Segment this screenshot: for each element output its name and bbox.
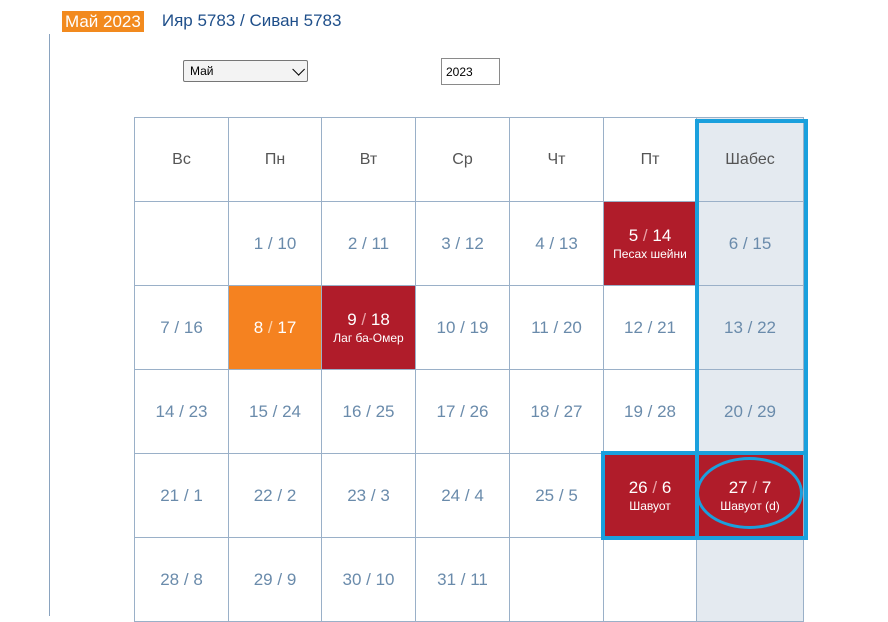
holiday-label: Шавуот bbox=[629, 499, 671, 513]
day-number: 23 / 3 bbox=[347, 485, 390, 505]
weekday-header: Ср bbox=[415, 117, 510, 202]
day-number: 14 / 23 bbox=[155, 401, 208, 421]
day-cell[interactable]: 9 / 18 Лаг ба-Омер bbox=[321, 285, 416, 370]
day-number: 15 / 24 bbox=[248, 401, 301, 421]
day-number: 8 / 17 bbox=[253, 317, 297, 337]
day-cell[interactable]: 14 / 23 bbox=[134, 369, 229, 454]
day-cell[interactable]: 6 / 15 bbox=[696, 201, 804, 286]
day-number: 29 / 9 bbox=[253, 569, 297, 589]
day-number: 7 / 16 bbox=[160, 317, 203, 337]
day-cell[interactable]: 29 / 9 bbox=[228, 537, 322, 622]
weekday-header: Вс bbox=[134, 117, 229, 202]
month-select-value: Май bbox=[190, 64, 214, 78]
gregorian-month-title: Май 2023 bbox=[62, 10, 144, 32]
day-number: 12 / 21 bbox=[623, 317, 676, 337]
empty-cell bbox=[509, 537, 604, 622]
day-number: 26 / 6 bbox=[628, 478, 672, 497]
chevron-down-icon bbox=[292, 62, 305, 76]
day-number: 28 / 8 bbox=[160, 569, 203, 589]
day-cell[interactable]: 18 / 27 bbox=[509, 369, 604, 454]
month-select[interactable]: Май bbox=[183, 60, 308, 82]
day-number: 22 / 2 bbox=[253, 485, 297, 505]
day-number: 27 / 7 bbox=[728, 478, 772, 497]
day-number: 21 / 1 bbox=[160, 485, 203, 505]
day-number: 20 / 29 bbox=[723, 401, 776, 421]
day-number: 19 / 28 bbox=[623, 401, 676, 421]
day-cell[interactable]: 25 / 5 bbox=[509, 453, 604, 538]
week-row: 21 / 1 22 / 2 23 / 3 24 / 4 25 / 5 26 / 6 Шаву… bbox=[134, 453, 804, 538]
year-input-value: 2023 bbox=[446, 64, 473, 79]
weekday-header: Пт bbox=[603, 117, 697, 202]
holiday-label: Лаг ба-Омер bbox=[333, 331, 404, 345]
day-cell[interactable]: 17 / 26 bbox=[415, 369, 510, 454]
day-number: 30 / 10 bbox=[342, 569, 395, 589]
day-number: 13 / 22 bbox=[723, 317, 776, 337]
day-cell[interactable]: 4 / 13 bbox=[509, 201, 604, 286]
calendar-header: Май 2023 Ияр 5783 / Сиван 5783 bbox=[62, 10, 341, 32]
day-cell[interactable]: 2 / 11 bbox=[321, 201, 416, 286]
day-number: 31 / 11 bbox=[437, 569, 488, 589]
day-number: 11 / 20 bbox=[531, 317, 582, 337]
weekday-header: Шабес bbox=[696, 117, 804, 202]
week-row: 7 / 16 8 / 17 9 / 18 Лаг ба-Омер 10 / 19 11 /… bbox=[134, 285, 804, 370]
day-cell[interactable]: 31 / 11 bbox=[415, 537, 510, 622]
holiday-label: Шавуот (d) bbox=[720, 499, 780, 513]
week-row: 14 / 23 15 / 24 16 / 25 17 / 26 18 / 27 19 / … bbox=[134, 369, 804, 454]
day-cell[interactable]: 23 / 3 bbox=[321, 453, 416, 538]
day-number: 3 / 12 bbox=[441, 233, 484, 253]
day-cell[interactable]: 15 / 24 bbox=[228, 369, 322, 454]
holiday-label: Песах шейни bbox=[613, 247, 687, 261]
day-cell[interactable]: 7 / 16 bbox=[134, 285, 229, 370]
day-cell[interactable]: 5 / 14 Песах шейни bbox=[603, 201, 697, 286]
day-cell[interactable]: 13 / 22 bbox=[696, 285, 804, 370]
day-cell[interactable]: 22 / 2 bbox=[228, 453, 322, 538]
empty-cell bbox=[696, 537, 804, 622]
day-number: 24 / 4 bbox=[441, 485, 484, 505]
weekday-header: Чт bbox=[509, 117, 604, 202]
hebrew-month-title: Ияр 5783 / Сиван 5783 bbox=[161, 11, 342, 30]
day-cell[interactable]: 27 / 7 Шавуот (d) bbox=[696, 453, 804, 538]
day-cell[interactable]: 26 / 6 Шавуот bbox=[603, 453, 697, 538]
day-number: 2 / 11 bbox=[347, 233, 390, 253]
empty-cell bbox=[603, 537, 697, 622]
empty-cell bbox=[134, 201, 229, 286]
day-cell[interactable]: 3 / 12 bbox=[415, 201, 510, 286]
day-number: 25 / 5 bbox=[535, 485, 578, 505]
day-cell[interactable]: 20 / 29 bbox=[696, 369, 804, 454]
day-number: 6 / 15 bbox=[728, 233, 772, 253]
calendar-grid: Вс Пн Вт Ср Чт Пт Шабес 1 / 10 2 / 11 3 / 12 4 / 1… bbox=[134, 117, 804, 622]
day-number: 10 / 19 bbox=[436, 317, 489, 337]
weekday-header-row: Вс Пн Вт Ср Чт Пт Шабес bbox=[134, 117, 804, 202]
year-input[interactable]: 2023 bbox=[441, 58, 500, 85]
week-row: 28 / 8 29 / 9 30 / 10 31 / 11 bbox=[134, 537, 804, 622]
day-number: 9 / 18 bbox=[347, 310, 390, 329]
day-number: 16 / 25 bbox=[342, 401, 395, 421]
day-cell[interactable]: 10 / 19 bbox=[415, 285, 510, 370]
day-number: 4 / 13 bbox=[535, 233, 578, 253]
day-number: 17 / 26 bbox=[436, 401, 489, 421]
left-divider bbox=[49, 34, 50, 616]
day-cell[interactable]: 28 / 8 bbox=[134, 537, 229, 622]
day-number: 1 / 10 bbox=[253, 233, 297, 253]
day-cell[interactable]: 30 / 10 bbox=[321, 537, 416, 622]
day-number: 18 / 27 bbox=[530, 401, 583, 421]
day-cell[interactable]: 12 / 21 bbox=[603, 285, 697, 370]
day-cell[interactable]: 11 / 20 bbox=[509, 285, 604, 370]
day-cell[interactable]: 16 / 25 bbox=[321, 369, 416, 454]
day-cell[interactable]: 19 / 28 bbox=[603, 369, 697, 454]
day-cell[interactable]: 21 / 1 bbox=[134, 453, 229, 538]
week-row: 1 / 10 2 / 11 3 / 12 4 / 13 5 / 14 Песах шейн… bbox=[134, 201, 804, 286]
day-cell[interactable]: 24 / 4 bbox=[415, 453, 510, 538]
weekday-header: Пн bbox=[228, 117, 322, 202]
day-number: 5 / 14 bbox=[628, 226, 672, 245]
day-cell[interactable]: 8 / 17 bbox=[228, 285, 322, 370]
weekday-header: Вт bbox=[321, 117, 416, 202]
day-cell[interactable]: 1 / 10 bbox=[228, 201, 322, 286]
